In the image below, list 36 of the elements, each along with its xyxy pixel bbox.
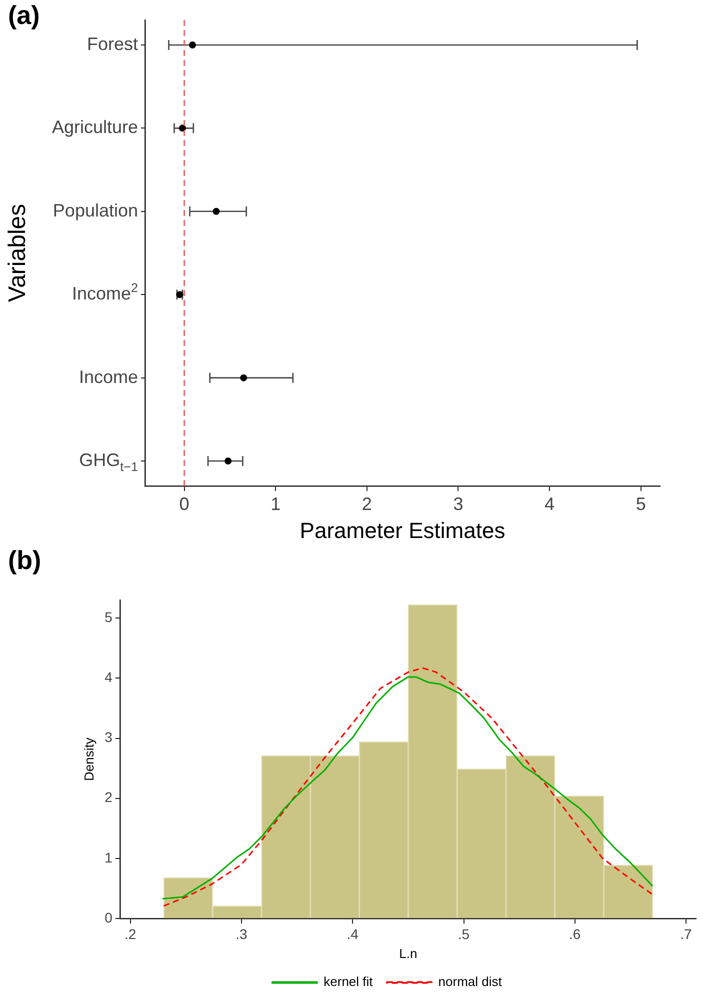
point: [212, 208, 220, 215]
x-axis-title: L.n: [399, 946, 418, 961]
y-tick-label: Forest: [86, 34, 138, 54]
x-tick-label: .3: [236, 926, 248, 942]
chart-title: (a): [8, 0, 40, 31]
x-tick-label: 1: [270, 494, 281, 514]
x-tick-label: .6: [569, 926, 581, 942]
x-axis-title: Parameter Estimates: [300, 518, 506, 543]
x-tick-label: .2: [124, 926, 136, 942]
x-tick-label: .7: [680, 926, 692, 942]
point: [188, 41, 196, 48]
point: [240, 374, 248, 382]
x-tick-label: 5: [636, 494, 646, 514]
point: [176, 291, 184, 298]
y-tick-label: 3: [104, 729, 113, 746]
x-tick-label: 2: [362, 494, 372, 514]
chart-title: (b): [8, 545, 42, 576]
x-tick-label: 0: [179, 494, 190, 514]
y-tick-label: 2: [104, 789, 113, 806]
y-tick-label: 4: [104, 669, 113, 686]
point: [178, 124, 186, 132]
x-tick-label: .5: [458, 926, 470, 942]
legend-label: kernel fit: [324, 974, 374, 990]
legend-label: normal dist: [438, 974, 502, 990]
y-tick-label: Agriculture: [52, 117, 138, 138]
y-tick-label: 0: [104, 909, 113, 926]
y-tick-label: Population: [52, 200, 138, 220]
x-tick-label: .4: [346, 926, 359, 942]
point: [224, 458, 232, 465]
y-axis-title: Variables: [4, 204, 32, 302]
y-axis-title: Density: [81, 737, 96, 781]
y-tick-label: 1: [104, 849, 113, 866]
y-tick-label: 5: [104, 608, 113, 625]
x-tick-label: 4: [544, 494, 555, 514]
y-tick-label: Income: [78, 366, 138, 387]
x-tick-label: 3: [453, 494, 464, 514]
